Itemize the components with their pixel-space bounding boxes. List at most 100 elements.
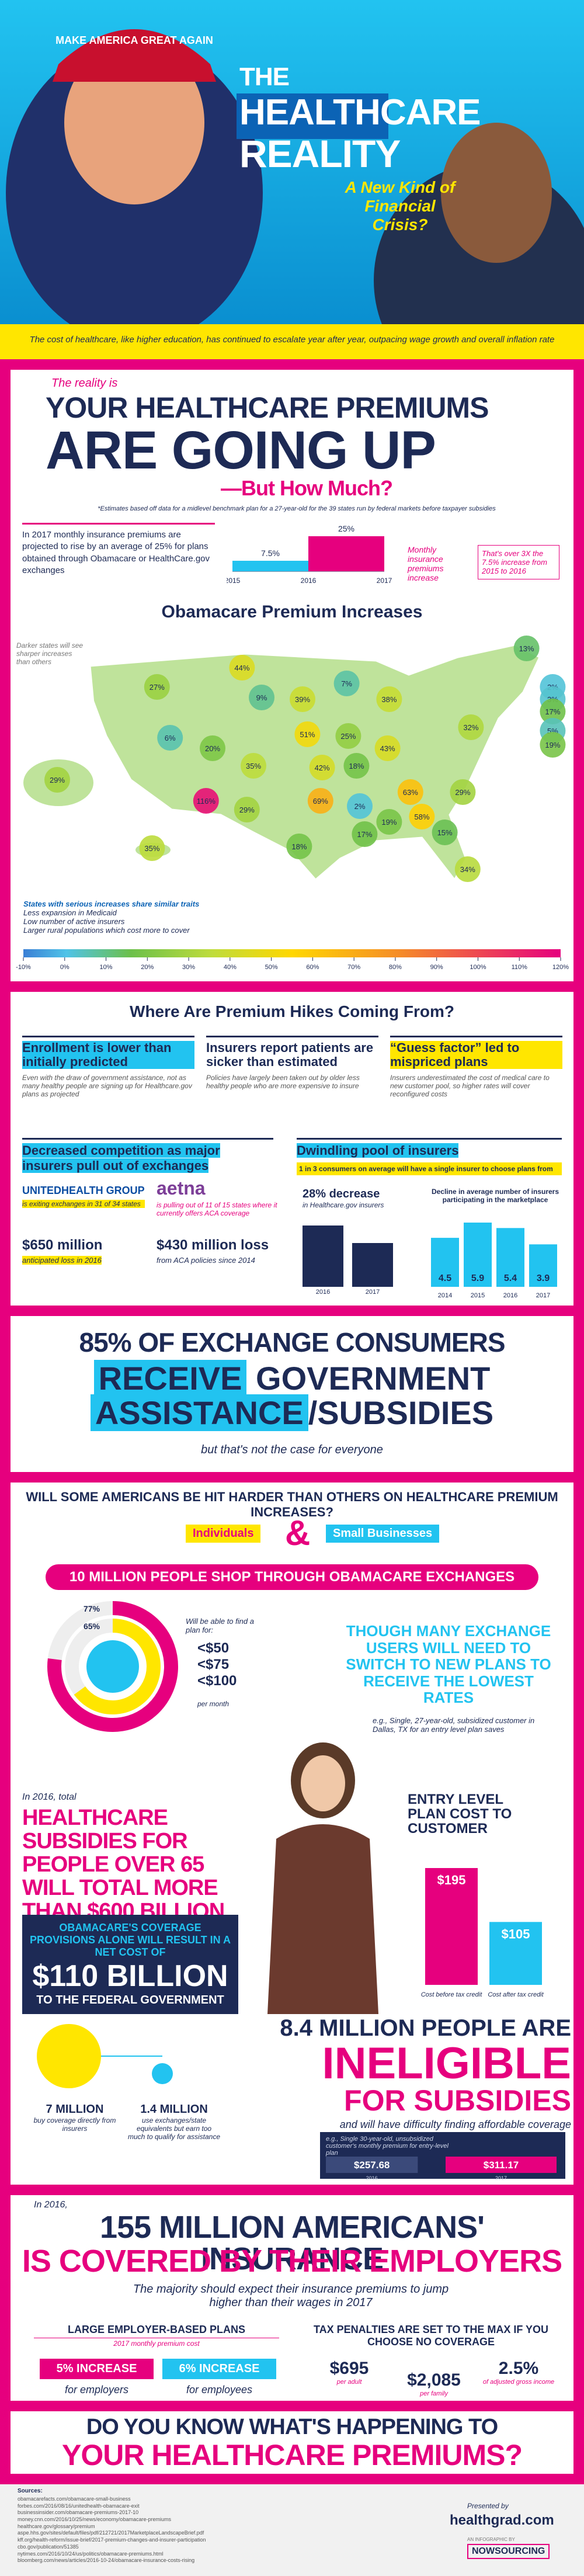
insurers-chart: 4.5 2014 5.9 2015 5.4 2016 3.9 2017 [431,1223,557,1299]
title: HEALTHCARE [239,92,481,133]
headline: FOR SUBSIDIES [344,2084,571,2117]
net-cost: OBAMACARE'S COVERAGE PROVISIONS ALONE WI… [29,1922,231,1958]
aetna-loss-text: from ACA policies since 2014 [157,1256,255,1265]
switch-text: THOUGH MANY EXCHANGE USERS WILL NEED TO … [346,1622,551,1707]
penalty-unit: per family [420,2390,448,2397]
headline: INELIGIBLE [322,2039,571,2088]
ineligible-circles [37,2024,173,2088]
partner-small: AN INFOGRAPHIC BY [467,2537,515,2542]
cost-bar [489,1922,542,1985]
group-amount: 1.4 MILLION [140,2103,208,2116]
closing-section: DO YOU KNOW WHAT'S HAPPENING TO YOUR HEA… [0,2401,584,2474]
plan: 5% INCREASE for employers [40,2359,154,2396]
reason: “Guess factor” led to mispriced plans Ins… [390,1036,562,1098]
assistance-word: RECEIVE [93,1360,247,1397]
penalty-unit: of adjusted gross income [482,2379,555,2386]
title: REALITY [239,132,401,175]
ineligible-section: 7 MILLION buy coverage directly from insu… [0,2015,584,2185]
insurer-bar [529,1244,557,1287]
assistance-word: GOVERNMENT [256,1360,491,1397]
year-label: 2015 [227,577,241,585]
premium-chart: 2015 2016 2017 7.5% 25% [227,524,392,585]
premium-2-year: 2017 [495,2175,507,2181]
source: healthcare.gov/glossary/premium [18,2523,95,2529]
partner: NOWSOURCING [467,2544,550,2559]
harder-title: WILL SOME AMERICANS BE HIT HARDER THAN O… [26,1490,558,1519]
map-title: Obamacare Premium Increases [161,602,423,622]
right-figure-face [441,123,552,263]
intro-text: The cost of healthcare, like higher educ… [29,335,555,345]
blouse [267,1824,378,2014]
headline: YOUR HEALTHCARE PREMIUMS [46,391,489,424]
donut-arc [47,1601,178,1732]
ineligible-headline: 8.4 MILLION PEOPLE ARE INELIGIBLE FOR SU… [238,2015,571,2131]
trait: Less expansion in Medicaid [23,908,117,917]
penalty-unit: per adult [336,2379,362,2386]
premium-label: 7.5% [261,548,280,558]
circle-1-4m [152,2063,173,2084]
source: obamacarefacts.com/obamacare-small-busin… [18,2496,131,2502]
closing-line: DO YOU KNOW WHAT'S HAPPENING TO [86,2415,498,2439]
source: forbes.com/2016/08/16/unitedhealth-obama… [18,2502,140,2509]
donut-label: 65% [84,1622,100,1631]
source: businessinsider.com/obamacare-premiums-2… [18,2509,139,2516]
cost-label: $105 [502,1926,530,1941]
plans-title: LARGE EMPLOYER-BASED PLANS [67,2324,246,2335]
closing-line: YOUR HEALTHCARE PREMIUMS? [62,2439,523,2471]
decrease-year: 2016 [315,1289,331,1296]
callout: Monthly insurance premiums increase [408,545,444,582]
net-to: TO THE FEDERAL GOVERNMENT [36,1994,224,2006]
group: 1.4 MILLION use exchanges/state equivalen… [127,2103,221,2141]
plan-who: for employers [64,2384,129,2396]
sources-list: obamacarefacts.com/obamacare-small-busin… [18,2496,391,2564]
employers-intro: In 2016, [34,2200,68,2210]
plan-amount: 5% INCREASE [40,2359,154,2379]
pool-chart-title: Decline in average number of insurers pa… [431,1188,559,1204]
reason-heading: “Guess factor” led to mispriced plans [390,1040,562,1070]
group: 7 MILLION buy coverage directly from insu… [28,2103,121,2133]
premium-label: 25% [338,524,354,533]
left-figure-cap [53,29,216,82]
headline: 8.4 MILLION PEOPLE ARE [280,2015,571,2041]
insurer-value: 3.9 [537,1273,550,1283]
donut-core [86,1640,139,1693]
cost-caption: Cost before tax credit [421,1991,482,1998]
pool-heading-text: Dwindling pool of insurers [297,1143,459,1158]
plan-prices: <$50 <$75 <$100 [197,1640,237,1689]
traits-list: Less expansion in Medicaid Low number of … [23,908,257,935]
united-loss: $650 million [22,1237,103,1253]
premium-2-bar [326,2157,418,2173]
pool-heading: Dwindling pool of insurers [297,1138,562,1158]
brand: healthgrad.com [450,2512,554,2528]
plan-price: <$50 [197,1640,230,1656]
plan: 6% INCREASE for employees [162,2359,276,2396]
hikes-section: Where Are Premium Hikes Coming From? Enr… [0,981,584,1306]
plan-price: <$75 [197,1657,230,1672]
net-cost-box: OBAMACARE'S COVERAGE PROVISIONS ALONE WI… [22,1915,238,2014]
source: aspe.hhs.gov/sites/default/files/pdf/212… [18,2530,204,2536]
insurer-bar [431,1238,459,1287]
penalty-amount: $695 [329,2359,369,2378]
aetna-text: is pulling out of 11 of 15 states where … [157,1201,277,1217]
subtitle: A New Kind of Financial Crisis? [345,178,456,234]
harder-section: WILL SOME AMERICANS BE HIT HARDER THAN O… [0,1472,584,2015]
plan-price: <$100 [197,1673,237,1689]
united-loss-text: anticipated loss in 2016 [22,1256,102,1265]
subsidies: HEALTHCARE SUBSIDIES FOR PEOPLE OVER 65 … [22,1806,225,1924]
face [301,1755,345,1811]
reason-heading: Enrollment is lower than initially predi… [22,1040,194,1070]
tax-title: TAX PENALTIES ARE SET TO THE MAX IF YOU … [313,2324,549,2348]
cost-label: $195 [437,1873,466,1887]
pool-decrease: 28% decrease [303,1188,380,1200]
reason-text: Even with the draw of government assista… [22,1074,192,1099]
aetna-name: aetna [157,1178,206,1199]
group: Individuals [186,1525,261,1543]
insurer-bar [496,1228,524,1287]
title-band [237,93,388,139]
assistance-block: RECEIVE GOVERNMENT ASSISTANCE/SUBSIDIES [11,1360,573,1431]
reason-text: Policies have largely been taken out by … [206,1074,360,1091]
united-text: is exiting exchanges in 31 of 34 states [22,1200,145,1208]
premiums-section: The reality is YOUR HEALTHCARE PREMIUMS … [0,359,584,981]
comparison: That's over 3X the 7.5% increase from 20… [478,545,559,579]
banner: 10 MILLION PEOPLE SHOP THROUGH OBAMACARE… [46,1564,538,1590]
